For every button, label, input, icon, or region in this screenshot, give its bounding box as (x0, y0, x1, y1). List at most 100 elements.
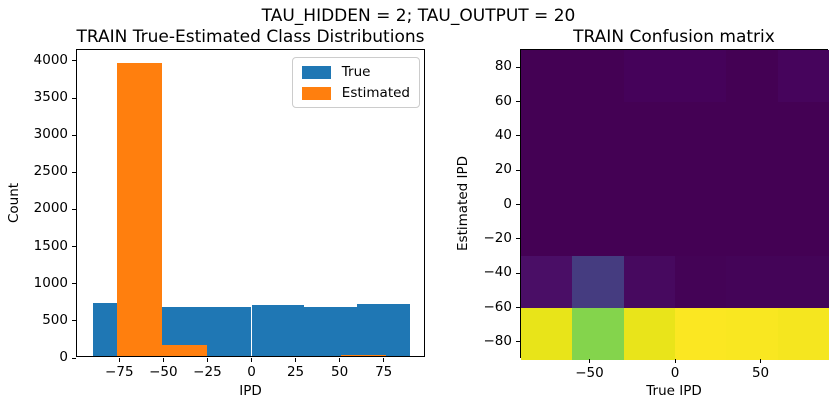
y-tick-mark (516, 341, 520, 343)
heatmap-cell (623, 256, 676, 308)
y-tick-mark (516, 204, 520, 205)
legend-item-estimated: Estimated (301, 85, 410, 101)
y-tick-label: −60 (483, 298, 513, 315)
right-y-axis-label: Estimated IPD (455, 156, 471, 252)
heatmap-cell (726, 101, 779, 154)
left-chart-title: TRAIN True-Estimated Class Distributions (76, 27, 425, 47)
y-tick-label: 20 (494, 161, 512, 178)
heatmap-cell (623, 204, 676, 257)
heatmap-cell (521, 153, 573, 205)
heatmap-cell (675, 307, 727, 360)
x-tick-mark (383, 358, 385, 362)
y-tick-label: 3000 (33, 126, 68, 143)
heatmap-cell (521, 204, 573, 257)
x-tick-mark (339, 358, 341, 362)
x-tick-label: −50 (575, 365, 604, 381)
hist-bar-estimated (341, 354, 386, 356)
y-tick-mark (516, 135, 520, 137)
y-tick-mark (72, 97, 76, 99)
heatmap-cell (726, 307, 779, 360)
heatmap-cell (623, 153, 676, 205)
y-tick-mark (516, 169, 520, 171)
y-tick-mark (72, 246, 76, 248)
y-tick-label: 3500 (33, 89, 68, 106)
heatmap-cell (777, 204, 830, 257)
legend-label: True (341, 64, 371, 80)
legend-swatch-true (301, 65, 331, 79)
heatmap-cell (572, 307, 625, 360)
y-tick-mark (72, 60, 76, 62)
y-tick-mark (72, 134, 76, 136)
y-tick-mark (72, 171, 76, 173)
heatmap-cell (521, 307, 573, 360)
left-x-axis-label: IPD (239, 383, 262, 399)
heatmap-cell (572, 204, 625, 257)
y-tick-mark (516, 66, 520, 68)
hist-bar-true (251, 305, 305, 356)
legend: True Estimated (291, 57, 420, 108)
heatmap-cell (521, 101, 573, 154)
y-tick-label: 2000 (33, 200, 68, 217)
y-tick-label: 4000 (33, 51, 68, 68)
y-tick-label: 1500 (33, 237, 68, 254)
y-tick-mark (72, 283, 76, 285)
x-tick-label: 0 (670, 365, 680, 381)
heatmap-cell (726, 153, 779, 205)
legend-label: Estimated (341, 85, 410, 101)
heatmap-cell (675, 153, 727, 205)
heatmap-cell (777, 50, 830, 102)
x-tick-mark (206, 358, 208, 362)
y-tick-mark (72, 320, 76, 322)
y-tick-label: 0 (503, 195, 512, 212)
x-tick-mark (118, 358, 120, 362)
x-tick-mark (295, 358, 297, 362)
x-tick-label: 75 (375, 364, 393, 380)
y-tick-label: −20 (483, 229, 513, 246)
y-tick-mark (516, 101, 520, 102)
heatmap-cell (675, 50, 727, 102)
hist-bar-true (357, 304, 411, 356)
heatmap-cell (572, 153, 625, 205)
y-tick-label: 60 (494, 92, 512, 109)
y-tick-mark (72, 357, 76, 359)
y-tick-label: 0 (59, 349, 68, 365)
heatmap-cell (675, 101, 727, 154)
distribution-histogram-axes: −75 −50 −25 0 25 50 75 0 500 1000 1500 2000 2500 3000… (34, 49, 425, 380)
x-tick-mark (251, 358, 252, 362)
x-tick-mark (760, 359, 762, 363)
y-tick-label: 40 (494, 126, 512, 143)
hist-bar-estimated (162, 344, 207, 356)
y-tick-label: 500 (42, 311, 68, 328)
heatmap-cell (777, 101, 830, 154)
y-tick-label: 1000 (33, 274, 68, 291)
y-tick-label: −40 (483, 264, 513, 281)
x-tick-label: −75 (105, 364, 134, 380)
confusion-matrix-axes: −50 0 50 80 60 40 20 0 −20 −40 −60 −80 (484, 49, 830, 381)
heatmap-cell (675, 256, 727, 308)
hist-bar-true (198, 307, 252, 356)
x-tick-label: −25 (193, 364, 222, 380)
hist-bar-true (304, 307, 358, 356)
x-tick-mark (588, 359, 590, 363)
heatmap-cell (726, 204, 779, 257)
heatmap-cell (777, 153, 830, 205)
heatmap-cell (726, 50, 779, 102)
hist-bar-estimated (117, 63, 162, 356)
y-tick-mark (516, 238, 520, 240)
x-tick-mark (162, 358, 164, 362)
y-tick-mark (516, 307, 520, 308)
y-tick-mark (516, 272, 520, 274)
heatmap-cell (572, 50, 625, 102)
heatmap-cell (623, 50, 676, 102)
x-tick-label: −50 (149, 364, 178, 380)
heatmap-cell (777, 256, 830, 308)
y-tick-mark (72, 208, 76, 210)
heatmap-cell (675, 204, 727, 257)
x-tick-label: 25 (286, 364, 305, 380)
right-chart-title: TRAIN Confusion matrix (573, 27, 775, 47)
y-tick-label: 80 (494, 58, 512, 75)
legend-swatch-estimated (301, 86, 331, 100)
heatmap-cell (623, 307, 676, 360)
heatmap-cell (572, 256, 625, 308)
